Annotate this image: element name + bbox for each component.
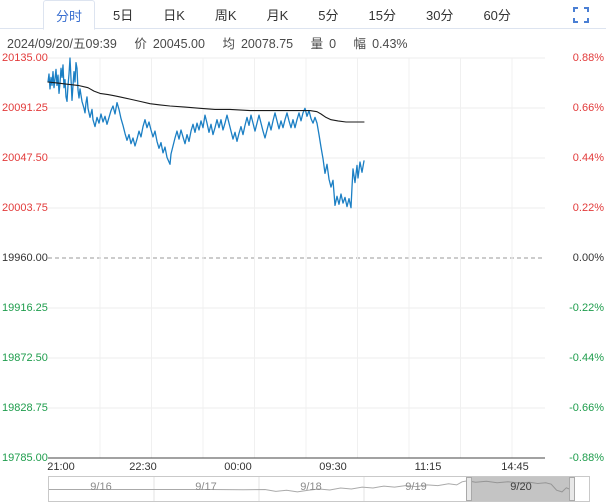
tab-15分[interactable]: 15分 (368, 8, 396, 23)
y-axis-price-label: 19828.75 (2, 402, 48, 414)
navigator-right-handle[interactable] (569, 477, 575, 501)
tab-60分[interactable]: 60分 (483, 8, 511, 23)
x-axis-time-label: 21:00 (47, 461, 75, 473)
navigator-date-9/16: 9/16 (90, 481, 112, 493)
y-axis-percent-label: -0.44% (569, 352, 604, 364)
tab-分时[interactable]: 分时 (43, 0, 96, 30)
navigator-date-9/20: 9/20 (510, 481, 532, 493)
price-value: 20045.00 (152, 37, 205, 51)
tab-5日[interactable]: 5日 (113, 8, 134, 23)
tab-月K[interactable]: 月K (266, 8, 289, 23)
fullscreen-icon (573, 7, 589, 23)
y-axis-price-label: 20091.25 (2, 102, 48, 114)
tab-周K[interactable]: 周K (214, 8, 237, 23)
navigator[interactable]: 9/16 9/17 9/18 9/19 9/20 (48, 476, 590, 502)
navigator-selection[interactable] (466, 477, 575, 501)
y-axis-percent-label: -0.66% (569, 402, 604, 414)
price-label: 价 (134, 37, 147, 51)
y-axis-percent-label: -0.88% (569, 452, 604, 464)
range-label: 幅 (353, 37, 367, 51)
avg-label: 均 (222, 37, 235, 51)
tab-5分[interactable]: 5分 (318, 8, 339, 23)
y-axis-percent-label: 0.66% (572, 102, 604, 114)
y-axis-percent-label: 0.00% (572, 252, 604, 264)
quote-datetime: 2024/09/20/五09:39 (7, 37, 117, 51)
tab-bar: 分时 5日 日K 周K 月K 5分 15分 30分 60分 (0, 0, 606, 30)
x-axis-time-label: 22:30 (129, 461, 157, 473)
navigator-date-9/17: 9/17 (195, 481, 217, 493)
x-axis-time-label: 09:30 (319, 461, 347, 473)
x-axis-time-label: 14:45 (501, 461, 529, 473)
navigator-left-handle[interactable] (466, 477, 472, 501)
y-axis-percent-label: 0.44% (572, 152, 604, 164)
range-value: 0.43% (372, 37, 408, 51)
y-axis-percent-label: 0.22% (572, 202, 604, 214)
y-axis-price-label: 19872.50 (2, 352, 48, 364)
volume-label: 量 (310, 37, 324, 51)
tab-bar-tabs: 分时 5日 日K 周K 月K 5分 15分 30分 60分 (40, 0, 526, 30)
y-axis-price-label: 20135.00 (2, 52, 48, 64)
x-axis-time-label: 00:00 (224, 461, 252, 473)
navigator-date-9/18: 9/18 (300, 481, 322, 493)
y-axis-price-label: 19916.25 (2, 302, 48, 314)
volume-value: 0 (329, 37, 337, 51)
tab-30分[interactable]: 30分 (425, 8, 454, 23)
tab-日K[interactable]: 日K (163, 8, 185, 23)
y-axis-price-label: 20047.50 (2, 152, 48, 164)
y-axis-percent-label: 0.88% (572, 52, 604, 64)
fullscreen-button[interactable] (572, 6, 590, 24)
avg-value: 20078.75 (240, 37, 294, 51)
y-axis-price-label: 19960.00 (2, 252, 48, 264)
y-axis-percent-label: -0.22% (569, 302, 604, 314)
y-axis-price-label: 20003.75 (2, 202, 48, 214)
y-axis-price-label: 19785.00 (2, 452, 48, 464)
navigator-date-9/19: 9/19 (405, 481, 427, 493)
x-axis-time-label: 11:15 (414, 461, 442, 473)
